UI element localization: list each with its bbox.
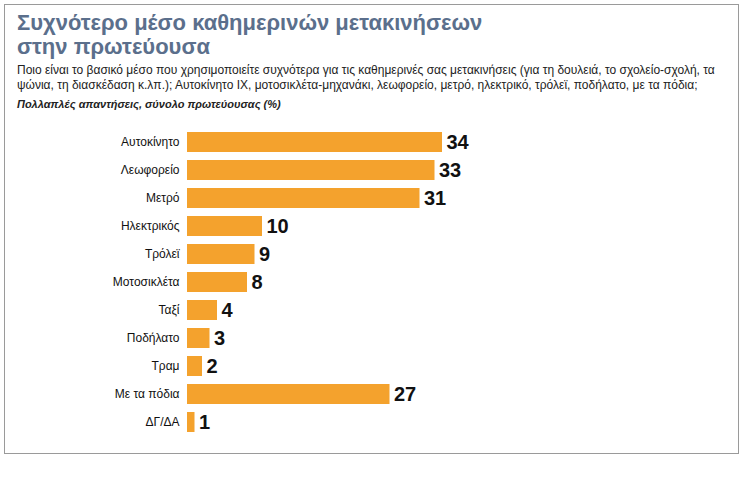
html-text:Ποιο είναι το βασικό μέσο που: Ποιο είναι το βασικό μέσο που χρησιμοποι… [17, 63, 715, 92]
svg-text:10: 10 [267, 215, 289, 237]
html-text:Συχνότερο μέσο καθημερινών μετ: Συχνότερο μέσο καθημερινών μετακινήσεων … [17, 10, 483, 59]
svg-text:ΔΓ/ΔΑ: ΔΓ/ΔΑ [146, 415, 180, 429]
svg-text:34: 34 [447, 131, 470, 153]
svg-text:Τραμ: Τραμ [151, 359, 179, 373]
svg-text:Τρόλεϊ: Τρόλεϊ [145, 247, 180, 261]
svg-text:4: 4 [222, 299, 234, 321]
svg-text:Με τα πόδια: Με τα πόδια [115, 387, 180, 401]
svg-text:3: 3 [214, 327, 225, 349]
svg-text:27: 27 [394, 383, 416, 405]
svg-text:Μοτοσικλέτα: Μοτοσικλέτα [113, 275, 180, 289]
svg-text:Ταξί: Ταξί [159, 303, 180, 317]
svg-text:Λεωφορείο: Λεωφορείο [121, 163, 180, 177]
svg-text:1: 1 [199, 411, 210, 433]
html-text:Πολλαπλές απαντήσεις, σύνολο π: Πολλαπλές απαντήσεις, σύνολο πρωτεύουσας… [17, 98, 281, 110]
svg-text:Ηλεκτρικός: Ηλεκτρικός [121, 219, 180, 233]
svg-text:Αυτοκίνητο: Αυτοκίνητο [121, 135, 180, 149]
svg-text:33: 33 [439, 159, 461, 181]
svg-text:9: 9 [259, 243, 270, 265]
svg-text:2: 2 [207, 355, 218, 377]
svg-text:8: 8 [252, 271, 263, 293]
svg-text:31: 31 [424, 187, 446, 209]
svg-text:Μετρό: Μετρό [146, 191, 180, 205]
svg-text:Ποδήλατο: Ποδήλατο [127, 331, 180, 345]
